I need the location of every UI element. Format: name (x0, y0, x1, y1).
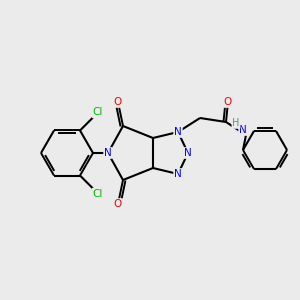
Text: O: O (114, 97, 122, 107)
Text: Cl: Cl (93, 107, 103, 118)
Text: N: N (239, 125, 247, 135)
Text: N: N (104, 148, 112, 158)
Text: Cl: Cl (93, 188, 103, 199)
Text: O: O (114, 199, 122, 209)
Text: O: O (224, 97, 232, 107)
Text: N: N (184, 148, 192, 158)
Text: N: N (174, 169, 182, 179)
Text: H: H (232, 118, 240, 128)
Text: N: N (174, 127, 182, 137)
